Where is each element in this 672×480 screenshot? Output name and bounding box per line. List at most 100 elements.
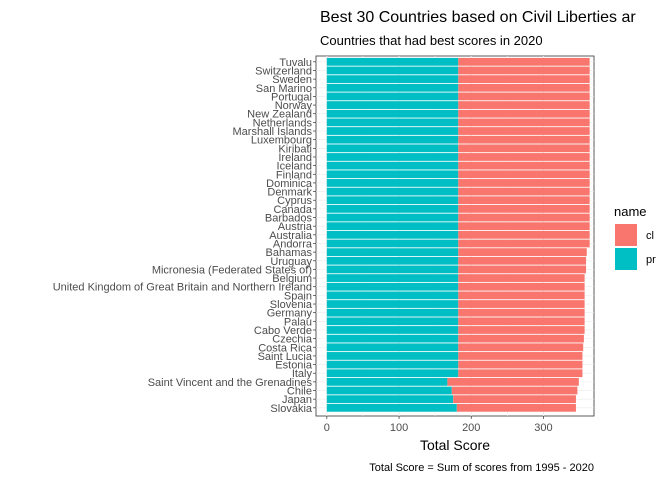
y-tick-label: Estonia xyxy=(275,360,313,372)
bar-cl xyxy=(458,282,585,291)
y-tick-label: Denmark xyxy=(267,187,312,199)
bar-pr xyxy=(326,274,459,282)
bar-cl xyxy=(458,300,585,308)
bar-pr xyxy=(326,101,459,109)
x-tick-label: 100 xyxy=(390,422,408,434)
y-tick-label: Czechia xyxy=(272,334,313,346)
y-tick-label: Saint Vincent and the Grenadines xyxy=(148,377,313,389)
bar-pr xyxy=(326,170,459,179)
bar-pr xyxy=(326,92,459,101)
bar-cl xyxy=(458,256,587,265)
bar-pr xyxy=(326,144,459,153)
bar-pr xyxy=(326,230,459,239)
bar-cl xyxy=(458,153,590,161)
y-tick-label: Finland xyxy=(276,169,312,181)
bar-cl xyxy=(458,83,590,92)
bar-pr xyxy=(326,334,459,343)
legend-key-cl xyxy=(615,224,637,246)
bar-cl xyxy=(458,187,590,196)
bar-cl xyxy=(458,109,590,118)
y-tick-label: Chile xyxy=(287,386,312,398)
bar-cl xyxy=(458,360,583,369)
bar-pr xyxy=(326,179,459,187)
y-tick-label: Andorra xyxy=(273,238,313,250)
bar-cl xyxy=(458,308,585,317)
chart-caption: Total Score = Sum of scores from 1995 - … xyxy=(369,462,594,474)
x-tick-label: 300 xyxy=(534,422,552,434)
y-tick-label: Tuvalu xyxy=(279,57,312,69)
bar-cl xyxy=(451,386,578,395)
bar-pr xyxy=(326,317,459,326)
bar-cl xyxy=(458,230,590,239)
y-tick-label: Uruguay xyxy=(270,256,312,268)
bar-cl xyxy=(458,118,590,127)
x-tick-label: 0 xyxy=(324,422,330,434)
y-tick-label: Palau xyxy=(284,316,312,328)
bar-cl xyxy=(458,196,590,205)
y-tick-label: Austria xyxy=(278,221,313,233)
bars xyxy=(326,57,590,412)
y-tick-label: Dominica xyxy=(266,178,313,190)
chart-title: Best 30 Countries based on Civil Liberti… xyxy=(320,9,636,26)
y-tick-label: Marshall Islands xyxy=(233,126,313,138)
y-tick-label: Sweden xyxy=(272,74,312,86)
bar-cl xyxy=(458,222,590,231)
y-tick-label: San Marino xyxy=(256,83,312,95)
bar-cl xyxy=(458,213,590,222)
y-tick-label: Micronesia (Federated States of) xyxy=(152,264,312,276)
legend-label-cl: cl xyxy=(646,230,654,242)
bar-cl xyxy=(458,170,590,179)
bar-pr xyxy=(326,239,459,248)
bar-cl xyxy=(458,265,587,274)
bar-pr xyxy=(326,118,459,127)
bar-cl xyxy=(458,369,583,378)
y-tick-label: Switzerland xyxy=(255,65,312,77)
bar-cl xyxy=(458,204,590,213)
bar-pr xyxy=(326,161,459,170)
bar-cl xyxy=(458,161,590,170)
bar-cl xyxy=(458,101,590,109)
bar-pr xyxy=(326,395,454,404)
bar-cl xyxy=(458,66,590,75)
y-tick-label: Canada xyxy=(273,204,312,216)
y-tick-label: Netherlands xyxy=(253,117,313,129)
bar-pr xyxy=(326,343,459,352)
y-tick-label: Cabo Verde xyxy=(254,325,312,337)
bar-pr xyxy=(326,204,459,213)
bar-cl xyxy=(458,334,584,343)
bar-cl xyxy=(458,75,590,84)
bar-pr xyxy=(326,360,459,369)
bar-pr xyxy=(326,300,459,308)
y-tick-label: Costa Rica xyxy=(258,342,313,354)
bar-pr xyxy=(326,196,459,205)
bar-pr xyxy=(326,213,459,222)
bar-pr xyxy=(326,369,459,378)
y-tick-label: Italy xyxy=(292,368,313,380)
bar-cl xyxy=(456,403,576,412)
x-axis-label: Total Score xyxy=(420,437,490,453)
y-tick-label: Spain xyxy=(284,290,312,302)
bar-cl xyxy=(458,352,583,360)
x-axis-ticks: 0 100 200 300 xyxy=(324,416,553,434)
y-tick-label: Slovenia xyxy=(270,299,313,311)
bar-pr xyxy=(326,66,459,75)
bar-pr xyxy=(326,308,459,317)
bar-pr xyxy=(326,127,459,135)
bar-pr xyxy=(326,153,459,161)
y-tick-label: Saint Lucia xyxy=(258,351,313,363)
legend-title: name xyxy=(614,204,647,219)
y-tick-label: Bahamas xyxy=(266,247,313,259)
bar-pr xyxy=(326,248,459,257)
legend-key-pr xyxy=(615,248,637,270)
bar-cl xyxy=(458,274,585,282)
bar-cl xyxy=(458,135,590,144)
chart-subtitle: Countries that had best scores in 2020 xyxy=(320,33,543,48)
y-tick-label: Cyprus xyxy=(277,195,312,207)
bar-cl xyxy=(458,239,590,248)
y-tick-label: Ireland xyxy=(278,152,312,164)
legend-label-pr: pr xyxy=(646,254,656,266)
bar-pr xyxy=(326,352,459,360)
bar-pr xyxy=(326,265,459,274)
bar-cl xyxy=(458,326,585,334)
